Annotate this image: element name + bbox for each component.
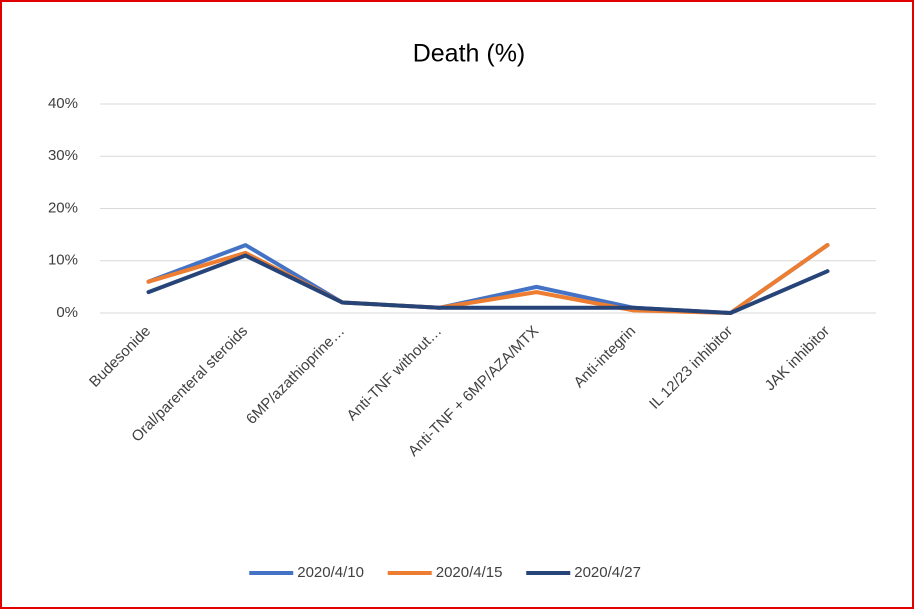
y-tick-label: 30% [48, 147, 78, 164]
legend-label: 2020/4/10 [297, 564, 364, 581]
y-tick-label: 10% [48, 252, 78, 269]
y-tick-label: 20% [48, 199, 78, 216]
y-tick-label: 0% [56, 304, 78, 321]
chart-title: Death (%) [413, 40, 526, 68]
y-tick-label: 40% [48, 95, 78, 112]
legend-label: 2020/4/15 [436, 564, 503, 581]
series-line [146, 253, 830, 315]
legend-label: 2020/4/27 [574, 564, 641, 581]
